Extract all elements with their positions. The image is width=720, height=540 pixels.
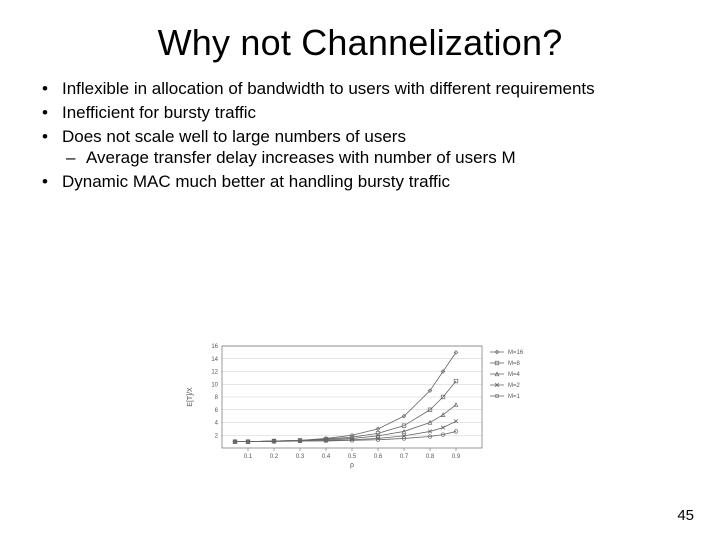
delay-chart: 2468101214160.10.20.30.40.50.60.70.80.9ρ… xyxy=(180,340,540,470)
slide: Why not Channelization? Inflexible in al… xyxy=(0,0,720,540)
svg-text:16: 16 xyxy=(211,344,218,350)
page-number: 45 xyxy=(677,507,694,524)
svg-text:0.7: 0.7 xyxy=(400,454,409,460)
svg-text:0.5: 0.5 xyxy=(348,454,357,460)
sub-bullet-list: Average transfer delay increases with nu… xyxy=(62,147,682,169)
svg-text:0.3: 0.3 xyxy=(296,454,305,460)
bullet-text: Does not scale well to large numbers of … xyxy=(62,127,406,146)
svg-text:M=2: M=2 xyxy=(508,383,521,389)
svg-text:ρ: ρ xyxy=(350,462,354,469)
bullet-list: Inflexible in allocation of bandwidth to… xyxy=(38,78,682,193)
svg-text:M=16: M=16 xyxy=(508,350,524,356)
svg-text:0.6: 0.6 xyxy=(374,454,383,460)
svg-text:14: 14 xyxy=(211,357,218,363)
svg-text:0.9: 0.9 xyxy=(452,454,461,460)
chart-svg: 2468101214160.10.20.30.40.50.60.70.80.9ρ… xyxy=(180,340,540,470)
svg-text:M=8: M=8 xyxy=(508,361,521,367)
svg-text:0.4: 0.4 xyxy=(322,454,331,460)
svg-text:0.2: 0.2 xyxy=(270,454,279,460)
svg-text:E[T]/X: E[T]/X xyxy=(187,387,194,407)
sub-bullet-item: Average transfer delay increases with nu… xyxy=(62,147,682,169)
slide-title: Why not Channelization? xyxy=(0,0,720,78)
svg-text:12: 12 xyxy=(211,370,218,376)
slide-body: Inflexible in allocation of bandwidth to… xyxy=(0,78,720,193)
bullet-item: Does not scale well to large numbers of … xyxy=(38,126,682,170)
svg-text:0.1: 0.1 xyxy=(244,454,253,460)
svg-text:M=1: M=1 xyxy=(508,394,521,400)
bullet-item: Inflexible in allocation of bandwidth to… xyxy=(38,78,682,100)
svg-text:10: 10 xyxy=(211,382,218,388)
svg-text:0.8: 0.8 xyxy=(426,454,435,460)
svg-text:M=4: M=4 xyxy=(508,372,521,378)
bullet-item: Dynamic MAC much better at handling burs… xyxy=(38,171,682,193)
bullet-item: Inefficient for bursty traffic xyxy=(38,102,682,124)
